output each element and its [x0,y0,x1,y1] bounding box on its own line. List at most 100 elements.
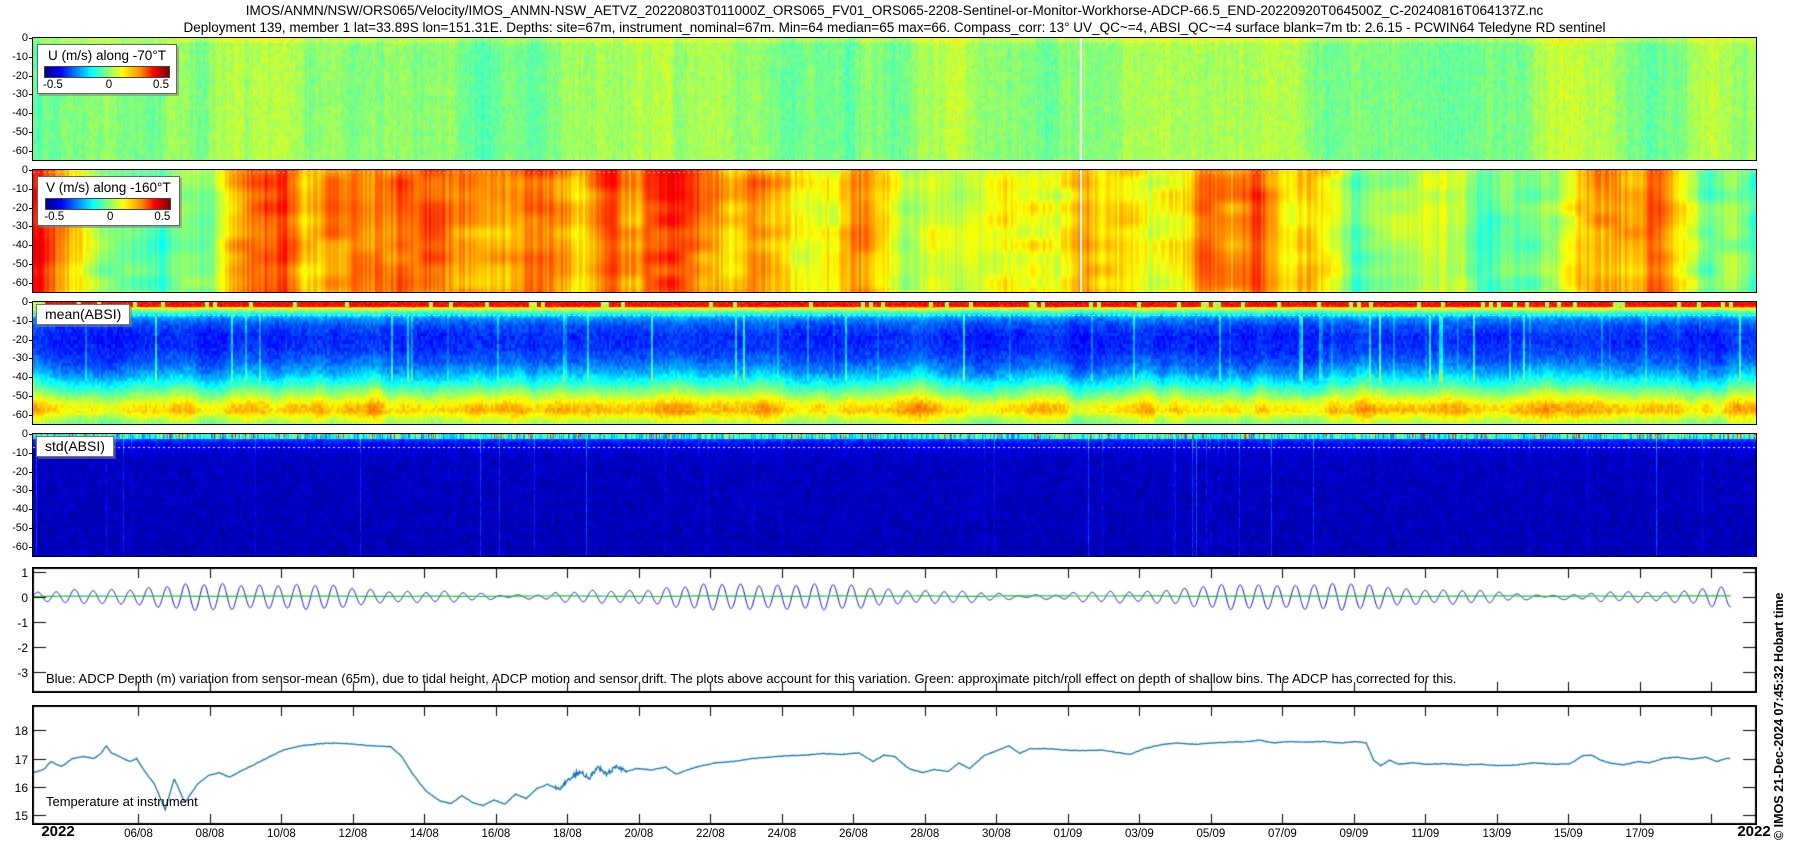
depth-tick-mark [29,339,33,341]
depth-tick-label: 0 [21,32,28,44]
depth-tick-mark [29,170,33,171]
depth-tick-mark [29,546,33,548]
u-colorbar-legend: U (m/s) along -70°T -0.5 0 0.5 [37,44,177,94]
depth-variation-annotation: Blue: ADCP Depth (m) variation from sens… [46,671,1457,686]
v-cbar-tick-pos: 0.5 [154,211,171,223]
depth-tick-label: -10 [12,182,28,195]
x-axis-date-label: 11/09 [1411,828,1440,840]
depth-tick-label: -40 [12,107,28,120]
depth-tick-mark [29,263,33,265]
x-axis-date-label: 30/08 [981,828,1011,840]
depth-tick-label: -20 [12,69,28,82]
x-axis-date-label: 01/09 [1053,828,1083,840]
v-cbar-tick-neg: -0.5 [44,211,65,223]
x-axis-date-label: 06/08 [124,828,153,840]
depth-variation-tick-label: -2 [17,640,28,655]
u-velocity-heatmap [32,37,1757,161]
v-colorbar-gradient [45,198,172,210]
depth-tick-mark [29,245,33,247]
depth-tick-mark [29,471,33,473]
depth-tick-label: -20 [12,465,28,478]
temperature-label: Temperature at instrument [46,794,198,809]
u-legend-title: U (m/s) along -70°T [48,48,166,63]
depth-tick-mark [29,414,33,416]
std-absi-heatmap [32,433,1757,557]
mean-absi-label: mean(ABSI) [36,304,131,325]
x-axis-date-label: 13/09 [1482,828,1512,840]
depth-variation-plot [32,567,1757,693]
x-axis-date-label: 28/08 [910,828,940,840]
temperature-tick-label: 15 [14,809,28,824]
x-axis-date-label: 22/08 [696,828,725,840]
depth-tick-label: -50 [12,389,28,402]
depth-tick-mark [29,302,33,303]
depth-tick-label: -30 [12,352,28,365]
depth-variation-tick-label: 1 [21,565,28,580]
depth-tick-label: -20 [12,333,28,346]
imos-watermark: © IMOS 21-Dec-2024 07:45:32 Hobart time [1772,592,1786,840]
temperature-tick-label: 18 [14,724,28,739]
depth-tick-mark [29,113,33,115]
std-absi-label: std(ABSI) [36,436,114,457]
depth-tick-label: -20 [12,201,28,214]
depth-tick-mark [29,358,33,360]
depth-tick-mark [29,75,33,77]
depth-tick-mark [29,226,33,228]
x-axis-date-label: 24/08 [767,828,797,840]
temperature-tick-label: 16 [14,781,28,796]
v-colorbar-ticks: -0.5 0 0.5 [44,210,171,223]
depth-tick-label: -30 [12,88,28,101]
depth-tick-mark [29,490,33,492]
depth-tick-mark [29,56,33,58]
depth-tick-mark [29,207,33,209]
u-cbar-tick-zero: 0 [105,79,113,91]
depth-tick-label: -50 [12,521,28,534]
depth-tick-label: -10 [12,446,28,459]
x-axis-date-label: 14/08 [410,828,439,840]
u-cbar-tick-pos: 0.5 [152,79,169,91]
x-axis-date-label: 07/09 [1267,828,1297,840]
depth-tick-label: -10 [12,314,28,327]
depth-tick-mark [29,282,33,284]
depth-tick-label: -50 [12,125,28,138]
x-axis-date-label: 08/08 [195,828,225,840]
x-axis-date-label: 16/08 [481,828,511,840]
depth-tick-label: -30 [12,484,28,497]
title-line-1: IMOS/ANMN/NSW/ORS065/Velocity/IMOS_ANMN-… [245,3,1544,18]
depth-tick-mark [29,131,33,133]
mean-absi-heatmap [32,301,1757,425]
title-line-2: Deployment 139, member 1 lat=33.89S lon=… [183,20,1606,35]
x-axis-date-label: 18/08 [553,828,582,840]
u-cbar-tick-neg: -0.5 [43,79,63,91]
depth-tick-mark [29,434,33,435]
u-colorbar-gradient [44,66,170,78]
v-colorbar-legend: V (m/s) along -160°T -0.5 0 0.5 [37,176,180,226]
x-axis-year-right: 2022 [1737,823,1771,840]
x-axis-date-label: 26/08 [839,828,868,840]
u-colorbar-ticks: -0.5 0 0.5 [43,78,169,91]
depth-tick-mark [29,377,33,379]
x-axis-date-label: 03/09 [1124,828,1154,840]
depth-tick-mark [29,150,33,152]
depth-tick-mark [29,509,33,511]
depth-tick-mark [29,320,33,322]
x-axis-date-label: 15/09 [1553,828,1583,840]
x-axis-date-label: 05/09 [1196,828,1226,840]
depth-tick-label: -60 [12,144,28,157]
depth-tick-mark [29,188,33,190]
depth-tick-label: -40 [12,239,28,252]
depth-variation-tick-label: -1 [17,615,28,630]
x-axis-year-left: 2022 [41,823,75,840]
depth-tick-mark [29,395,33,397]
x-axis-date-label: 17/09 [1625,828,1655,840]
depth-tick-label: -40 [12,371,28,384]
depth-tick-label: -50 [12,257,28,270]
depth-tick-mark [29,38,33,39]
depth-tick-label: -60 [12,540,28,553]
depth-variation-tick-label: 0 [21,590,28,605]
depth-tick-label: -10 [12,50,28,63]
v-cbar-tick-zero: 0 [107,211,114,223]
depth-tick-label: -60 [12,408,28,421]
depth-tick-label: 0 [21,428,28,440]
